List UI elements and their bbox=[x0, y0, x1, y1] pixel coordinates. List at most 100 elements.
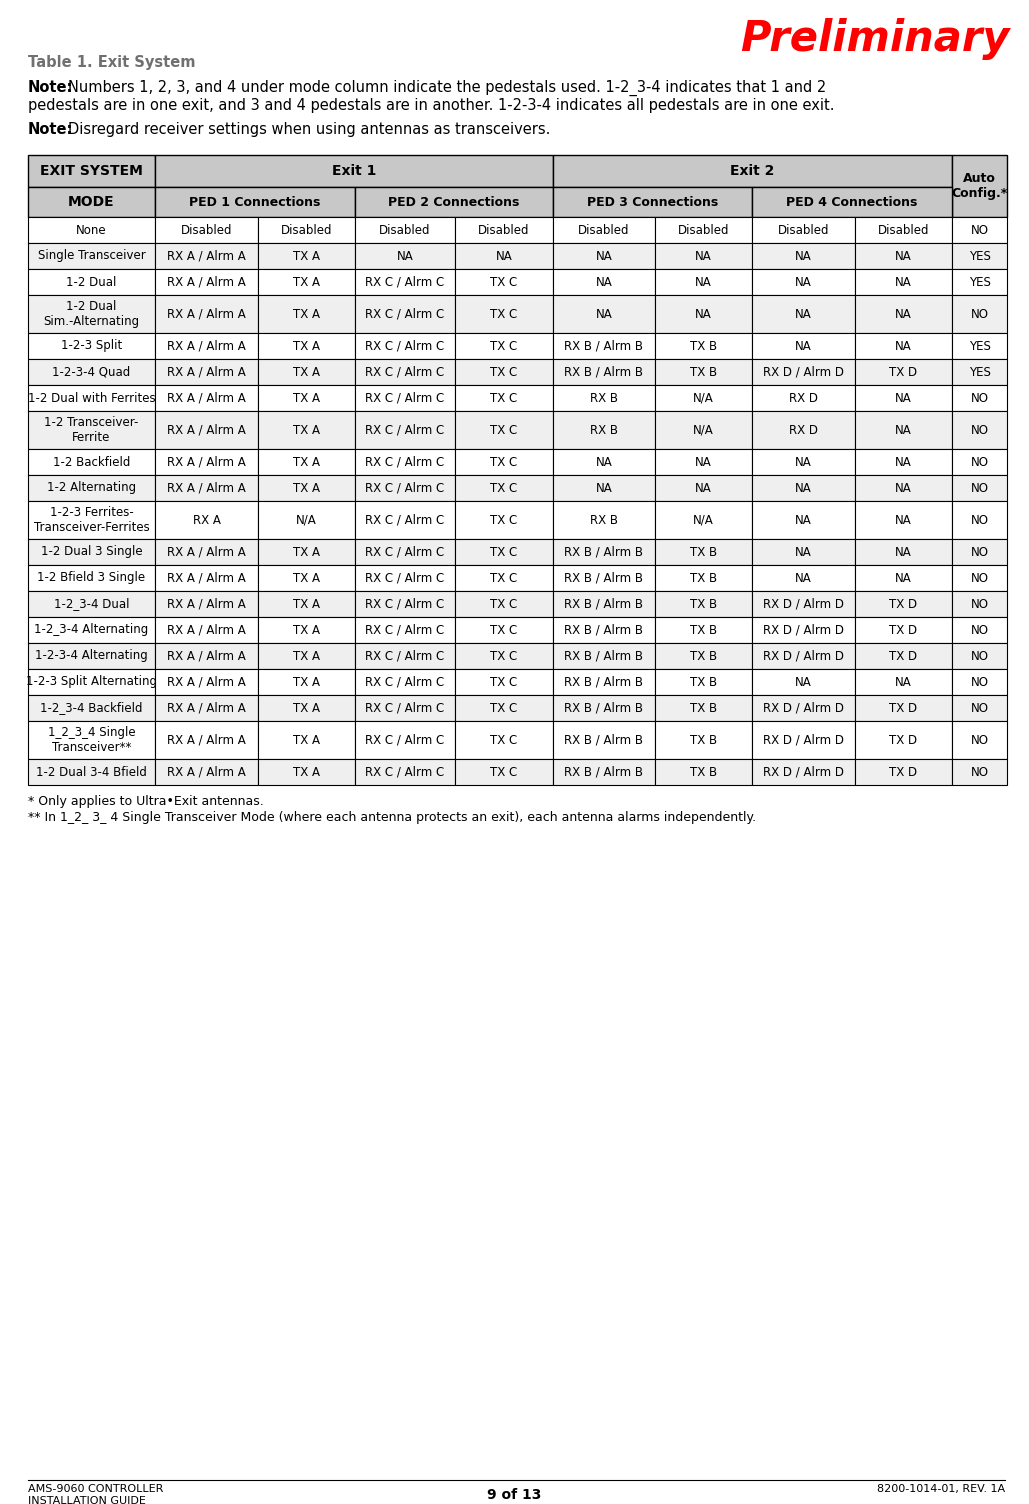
Bar bbox=[952, 501, 1007, 538]
Text: NO: NO bbox=[970, 456, 989, 469]
Text: TX B: TX B bbox=[689, 572, 717, 585]
Bar bbox=[355, 501, 455, 538]
Bar bbox=[752, 411, 855, 450]
Bar bbox=[655, 760, 752, 785]
Text: Disregard receiver settings when using antennas as transceivers.: Disregard receiver settings when using a… bbox=[68, 122, 551, 137]
Text: NA: NA bbox=[795, 340, 812, 352]
Text: NA: NA bbox=[795, 546, 812, 558]
Bar bbox=[655, 720, 752, 760]
Bar bbox=[553, 269, 655, 295]
Text: TX A: TX A bbox=[293, 734, 320, 746]
Bar bbox=[355, 217, 455, 244]
Text: RX D: RX D bbox=[789, 391, 818, 405]
Text: TX B: TX B bbox=[689, 766, 717, 779]
Bar bbox=[855, 591, 952, 617]
Bar bbox=[28, 566, 155, 591]
Bar bbox=[28, 385, 155, 411]
Text: RX D / Alrm D: RX D / Alrm D bbox=[762, 701, 844, 714]
Bar bbox=[355, 385, 455, 411]
Bar bbox=[952, 244, 1007, 269]
Text: TX B: TX B bbox=[689, 546, 717, 558]
Bar bbox=[752, 450, 855, 475]
Text: RX A / Alrm A: RX A / Alrm A bbox=[167, 675, 246, 689]
Text: 9 of 13: 9 of 13 bbox=[487, 1487, 541, 1502]
Bar bbox=[752, 617, 855, 644]
Bar bbox=[155, 644, 258, 669]
Bar bbox=[952, 155, 1007, 217]
Bar bbox=[258, 720, 355, 760]
Text: TX D: TX D bbox=[889, 650, 918, 662]
Bar bbox=[553, 332, 655, 359]
Text: TX B: TX B bbox=[689, 624, 717, 636]
Text: 1-2 Dual 3-4 Bfield: 1-2 Dual 3-4 Bfield bbox=[36, 766, 147, 779]
Bar bbox=[952, 695, 1007, 720]
Bar bbox=[28, 617, 155, 644]
Text: NA: NA bbox=[696, 250, 712, 263]
Text: RX B / Alrm B: RX B / Alrm B bbox=[565, 734, 643, 746]
Bar bbox=[752, 760, 855, 785]
Bar bbox=[28, 217, 155, 244]
Text: YES: YES bbox=[968, 340, 991, 352]
Text: RX C / Alrm C: RX C / Alrm C bbox=[365, 340, 445, 352]
Bar bbox=[655, 217, 752, 244]
Bar bbox=[553, 411, 655, 450]
Text: TX C: TX C bbox=[491, 365, 518, 379]
Bar bbox=[258, 760, 355, 785]
Text: RX C / Alrm C: RX C / Alrm C bbox=[365, 701, 445, 714]
Text: NO: NO bbox=[970, 624, 989, 636]
Bar bbox=[553, 760, 655, 785]
Bar bbox=[752, 591, 855, 617]
Bar bbox=[655, 359, 752, 385]
Bar bbox=[855, 332, 952, 359]
Text: NA: NA bbox=[895, 481, 912, 495]
Text: 1-2_3-4 Backfield: 1-2_3-4 Backfield bbox=[40, 701, 143, 714]
Bar bbox=[655, 332, 752, 359]
Text: TX C: TX C bbox=[491, 701, 518, 714]
Bar bbox=[855, 475, 952, 501]
Bar bbox=[155, 295, 258, 332]
Text: TX A: TX A bbox=[293, 391, 320, 405]
Text: RX C / Alrm C: RX C / Alrm C bbox=[365, 275, 445, 289]
Bar bbox=[28, 501, 155, 538]
Bar bbox=[655, 411, 752, 450]
Bar bbox=[752, 644, 855, 669]
Bar bbox=[655, 385, 752, 411]
Text: 1-2_3-4 Alternating: 1-2_3-4 Alternating bbox=[34, 624, 148, 636]
Bar bbox=[155, 566, 258, 591]
Text: NA: NA bbox=[795, 456, 812, 469]
Text: 1-2 Backfield: 1-2 Backfield bbox=[52, 456, 131, 469]
Bar bbox=[553, 244, 655, 269]
Text: RX C / Alrm C: RX C / Alrm C bbox=[365, 766, 445, 779]
Text: NA: NA bbox=[696, 307, 712, 320]
Text: TX A: TX A bbox=[293, 675, 320, 689]
Bar bbox=[553, 644, 655, 669]
Text: 1-2_3-4 Dual: 1-2_3-4 Dual bbox=[54, 597, 130, 611]
Bar bbox=[155, 695, 258, 720]
Text: TX A: TX A bbox=[293, 340, 320, 352]
Text: N/A: N/A bbox=[694, 424, 714, 436]
Text: TX D: TX D bbox=[889, 701, 918, 714]
Text: 8200-1014-01, REV. 1A: 8200-1014-01, REV. 1A bbox=[877, 1484, 1005, 1493]
Bar bbox=[155, 217, 258, 244]
Bar bbox=[258, 269, 355, 295]
Text: Table 1. Exit System: Table 1. Exit System bbox=[28, 56, 196, 71]
Text: RX D / Alrm D: RX D / Alrm D bbox=[762, 624, 844, 636]
Bar bbox=[155, 332, 258, 359]
Bar bbox=[553, 591, 655, 617]
Bar bbox=[553, 217, 655, 244]
Text: NO: NO bbox=[970, 766, 989, 779]
Text: Exit 1: Exit 1 bbox=[331, 164, 377, 177]
Bar bbox=[455, 695, 553, 720]
Text: Note:: Note: bbox=[28, 80, 73, 95]
Text: TX B: TX B bbox=[689, 675, 717, 689]
Bar bbox=[655, 295, 752, 332]
Bar bbox=[855, 695, 952, 720]
Bar bbox=[553, 501, 655, 538]
Text: NA: NA bbox=[895, 391, 912, 405]
Text: RX A / Alrm A: RX A / Alrm A bbox=[167, 734, 246, 746]
Text: N/A: N/A bbox=[296, 513, 317, 526]
Bar bbox=[258, 501, 355, 538]
Text: TX A: TX A bbox=[293, 481, 320, 495]
Text: NO: NO bbox=[970, 734, 989, 746]
Text: Disabled: Disabled bbox=[281, 224, 332, 236]
